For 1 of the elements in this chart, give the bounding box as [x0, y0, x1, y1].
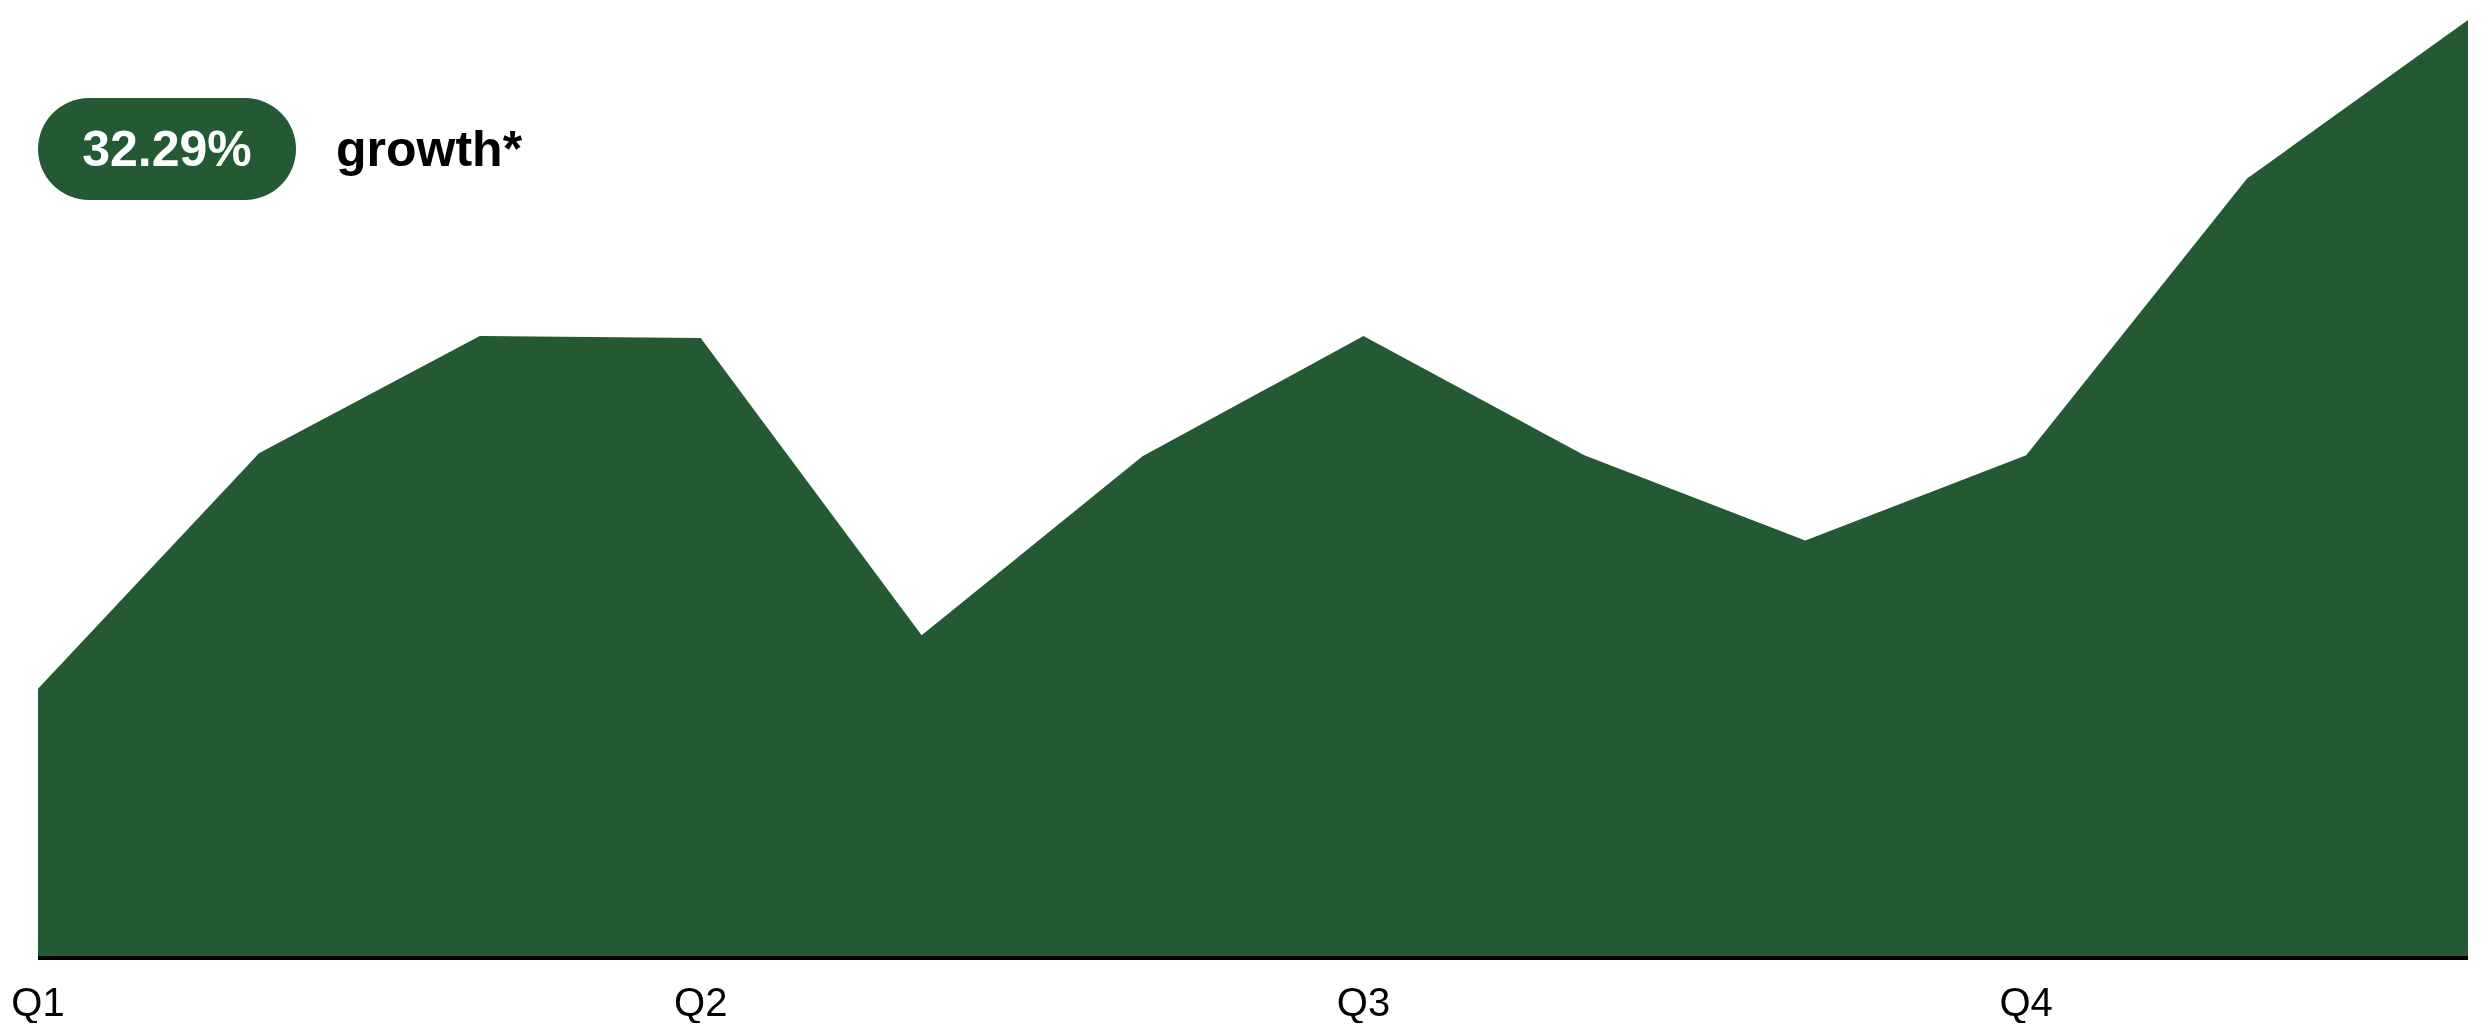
chart-title: 32.29% growth* [82, 121, 523, 177]
